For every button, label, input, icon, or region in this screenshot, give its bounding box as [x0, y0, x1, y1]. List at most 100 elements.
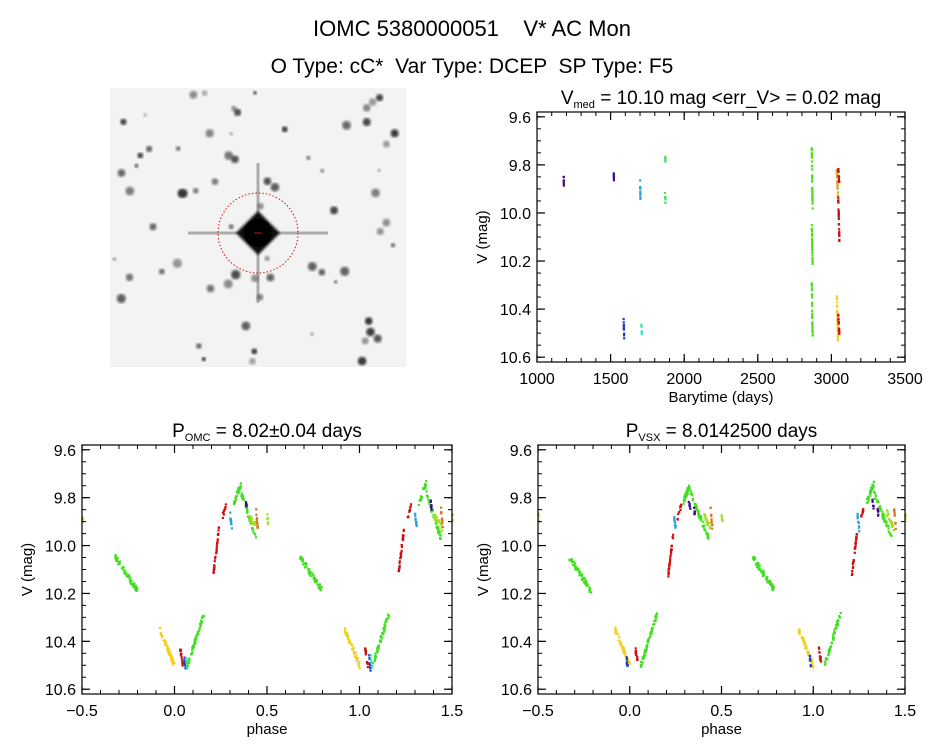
data-point: [626, 664, 629, 667]
data-point: [721, 520, 724, 523]
plot-title: Vmed = 10.10 mag <err_V> = 0.02 mag: [561, 88, 881, 111]
data-point: [636, 655, 639, 659]
data-point: [229, 518, 232, 521]
data-point: [437, 527, 440, 530]
data-point: [355, 657, 359, 660]
data-point: [825, 659, 828, 662]
data-point: [348, 641, 351, 644]
data-point: [683, 498, 686, 501]
data-point: [312, 574, 315, 577]
data-point: [803, 643, 806, 646]
data-point: [811, 174, 814, 177]
data-point: [872, 480, 875, 483]
data-point: [251, 527, 254, 530]
data-point: [425, 484, 428, 487]
data-point: [835, 168, 838, 172]
data-point: [811, 238, 814, 241]
data-point: [224, 505, 227, 509]
data-point: [120, 567, 123, 570]
star: [251, 348, 258, 355]
data-point: [836, 173, 839, 176]
data-point: [318, 583, 321, 586]
data-point: [755, 562, 758, 565]
data-point: [169, 651, 172, 654]
data-point: [232, 502, 236, 506]
data-point: [855, 533, 858, 536]
data-point: [255, 513, 258, 516]
data-point: [772, 586, 776, 589]
data-point: [838, 234, 841, 237]
data-point: [673, 516, 676, 519]
data-point: [800, 635, 804, 639]
star: [192, 187, 199, 194]
data-point: [353, 651, 356, 654]
data-point: [857, 521, 860, 525]
y-tick-label: 9.6: [510, 443, 532, 460]
x-tick-label: 1000: [519, 371, 555, 388]
data-point: [583, 582, 586, 585]
data-point: [215, 548, 218, 551]
data-point: [855, 536, 858, 539]
data-point: [890, 525, 894, 529]
data-point: [641, 657, 644, 661]
data-point: [710, 521, 713, 524]
data-point: [676, 517, 679, 521]
data-point: [706, 532, 710, 536]
data-point: [646, 641, 649, 644]
data-point: [810, 657, 813, 660]
data-point: [892, 529, 895, 532]
data-point: [865, 497, 869, 500]
y-tick-label: 9.8: [510, 491, 532, 508]
data-point: [252, 530, 255, 533]
data-point: [127, 573, 130, 577]
data-point: [836, 305, 839, 308]
data-point: [171, 657, 174, 660]
data-point: [856, 512, 859, 515]
data-point: [237, 489, 241, 492]
data-point: [811, 197, 814, 200]
data-point: [196, 631, 199, 634]
data-point: [588, 586, 591, 589]
data-point: [249, 521, 252, 524]
data-point: [386, 613, 390, 616]
data-point: [378, 639, 381, 642]
data-point: [266, 517, 269, 520]
data-point: [641, 655, 644, 658]
data-point: [860, 514, 863, 517]
data-point: [855, 537, 858, 541]
data-point: [836, 624, 839, 627]
data-point: [809, 656, 812, 659]
data-point: [423, 487, 426, 490]
y-tick-label: 10.0: [500, 206, 531, 223]
data-point: [440, 511, 443, 514]
data-point: [806, 651, 809, 654]
data-point: [374, 655, 377, 658]
data-point: [833, 631, 836, 635]
data-point: [837, 176, 841, 179]
data-point: [767, 581, 770, 584]
data-point: [838, 230, 841, 233]
data-point: [255, 508, 258, 511]
data-point: [837, 208, 840, 211]
star: [143, 113, 147, 117]
star: [320, 168, 325, 173]
star: [206, 284, 215, 293]
data-point: [772, 587, 775, 590]
data-point: [851, 572, 854, 575]
data-point: [117, 561, 120, 564]
data-point: [254, 523, 257, 526]
data-point: [691, 497, 695, 500]
data-point: [811, 304, 814, 307]
data-point: [683, 496, 686, 499]
data-point: [436, 525, 439, 528]
star: [172, 258, 183, 269]
data-point: [621, 647, 625, 651]
data-point: [369, 653, 372, 657]
data-point: [836, 316, 839, 319]
data-point: [133, 582, 136, 585]
y-tick-label: 9.8: [54, 491, 76, 508]
data-point: [634, 652, 638, 655]
data-point: [852, 565, 855, 569]
data-point: [244, 501, 248, 504]
data-point: [871, 486, 874, 490]
